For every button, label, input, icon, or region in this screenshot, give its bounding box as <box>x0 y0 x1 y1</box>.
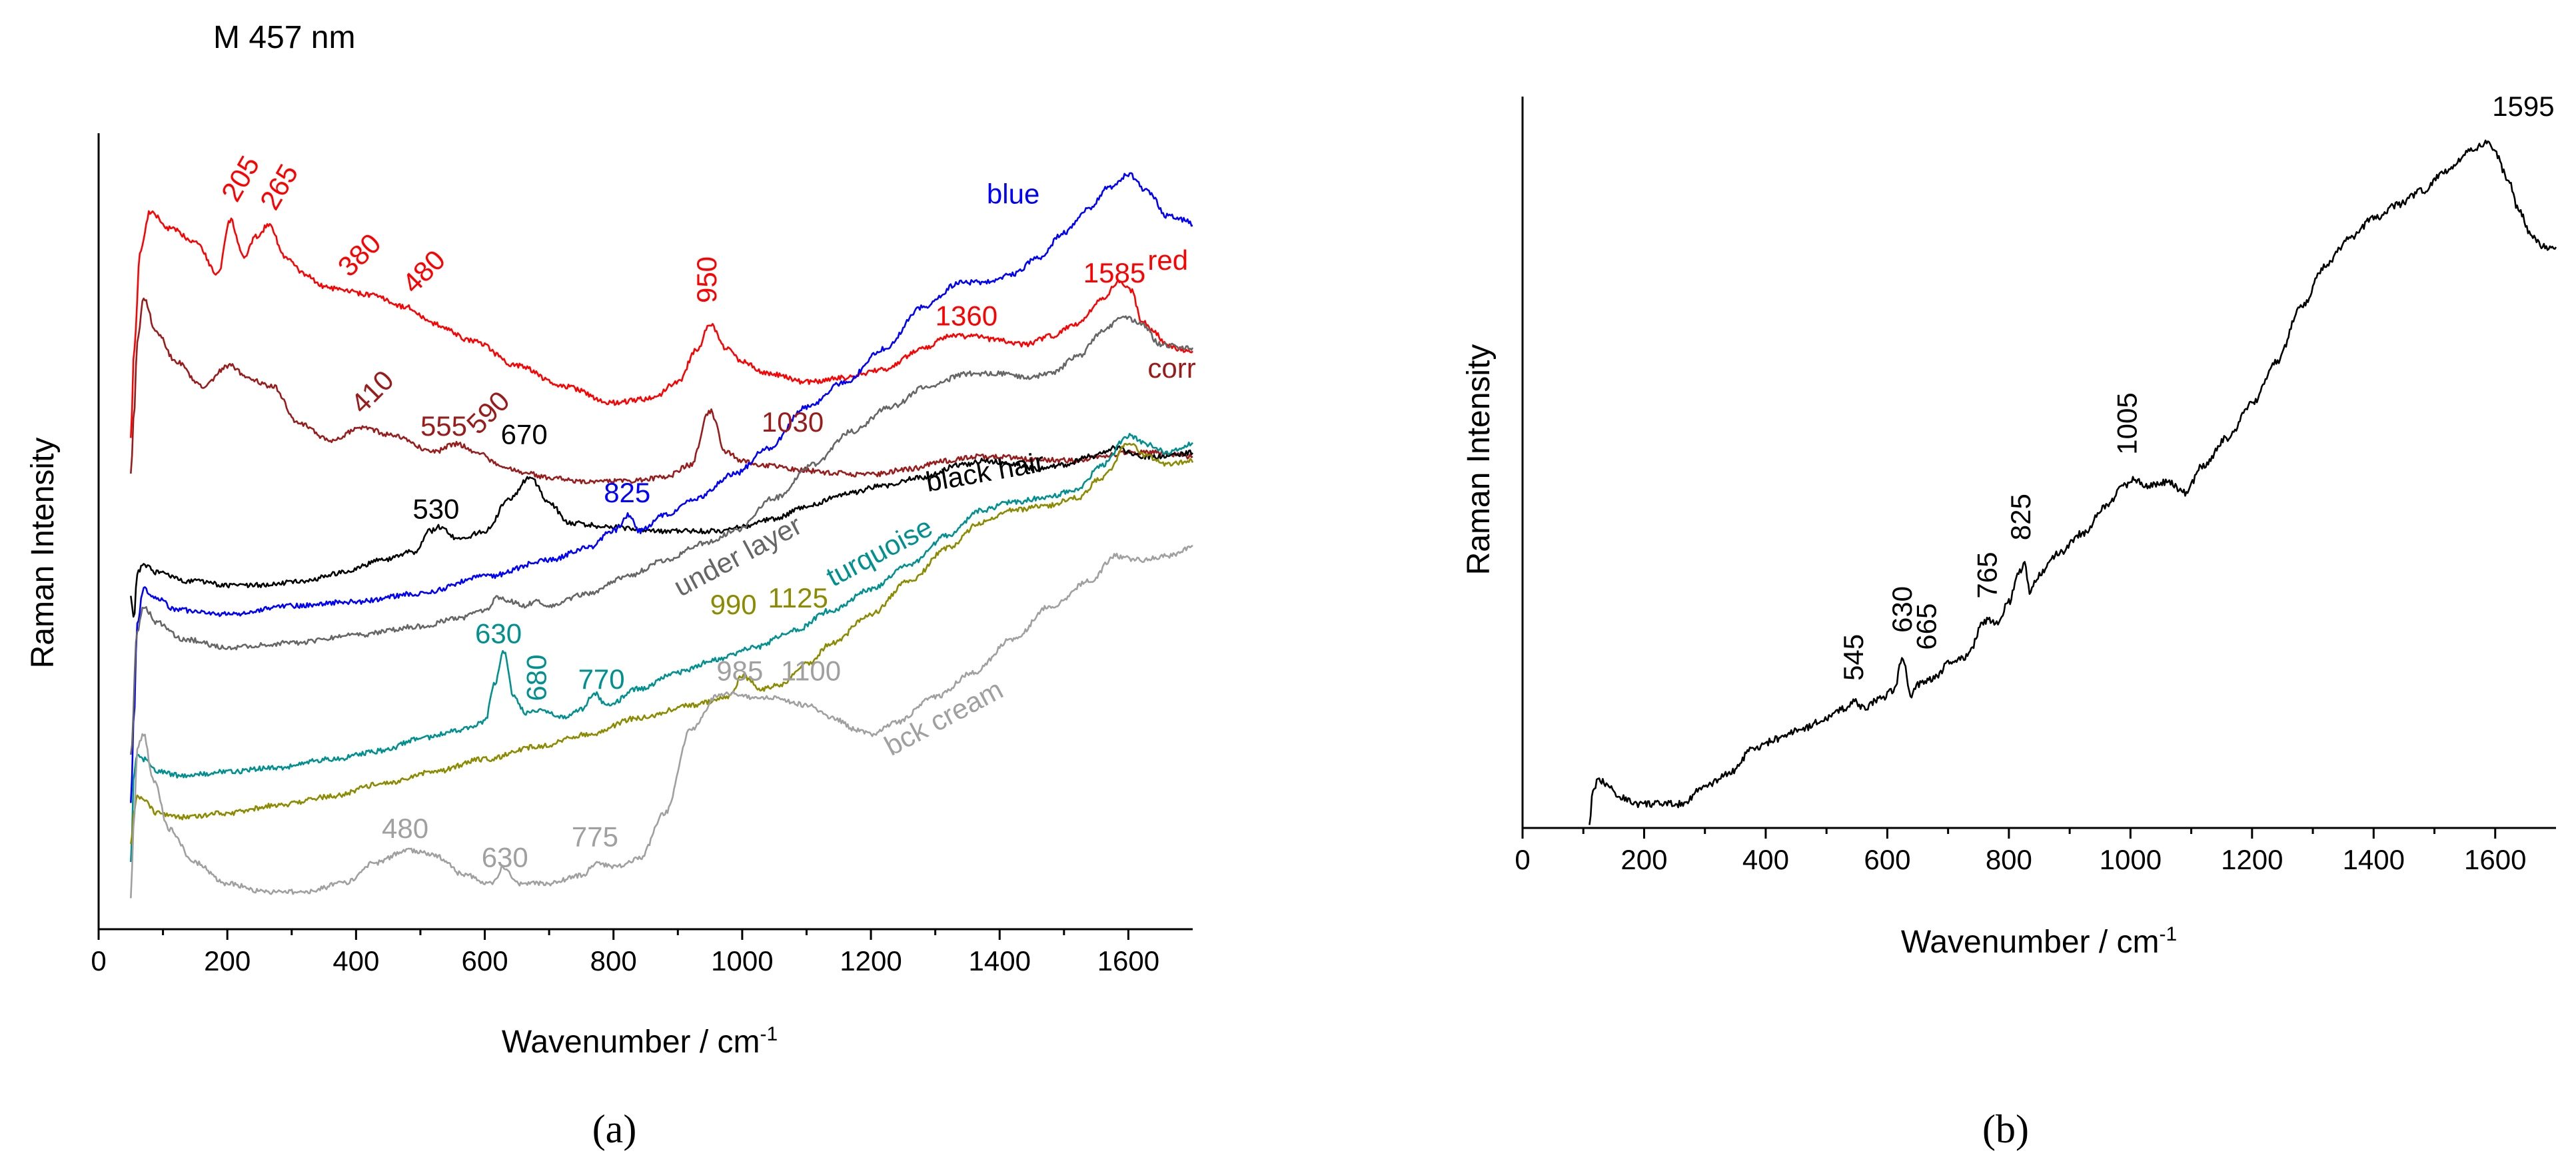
x-tick-label: 400 <box>1742 844 1789 875</box>
peak-label: 630 <box>482 842 528 873</box>
series-red <box>130 210 1193 438</box>
peak-label: 1100 <box>781 655 841 687</box>
x-tick-label: 1000 <box>711 945 773 977</box>
peak-label: 410 <box>344 364 400 420</box>
peak-label: 1585 <box>1083 257 1145 288</box>
peak-label: 1005 <box>2111 392 2142 454</box>
series-label: corr <box>1147 352 1195 384</box>
series-corr <box>130 297 1193 484</box>
peak-label: 665 <box>1910 603 1942 650</box>
panel-a-label: (a) <box>592 1107 637 1151</box>
panel-a-title: M 457 nm <box>213 20 355 55</box>
series-black-hair <box>130 445 1193 618</box>
peak-label: 825 <box>2005 494 2036 540</box>
peak-label: 1125 <box>768 582 828 613</box>
peak-label: 630 <box>1886 586 1918 633</box>
peak-label: 680 <box>520 655 552 701</box>
panel-b-ylabel: Raman Intensity <box>1461 344 1497 576</box>
x-tick-label: 1600 <box>1097 945 1159 977</box>
panel-b-label: (b) <box>1982 1107 2029 1151</box>
x-tick-label: 200 <box>204 945 251 977</box>
x-tick-label: 1400 <box>969 945 1031 977</box>
series-bck-cream <box>130 544 1193 899</box>
peak-label: 555 <box>420 410 467 442</box>
peak-label: 765 <box>1972 552 2003 599</box>
peak-label: 630 <box>475 617 522 649</box>
series-label: bck cream <box>880 673 1008 761</box>
peak-label: 1030 <box>762 406 824 438</box>
peak-label: 770 <box>578 663 625 695</box>
panel-a-xlabel: Wavenumber / cm-1 <box>502 1023 778 1060</box>
x-tick-label: 1600 <box>2464 844 2526 875</box>
peak-label: 670 <box>501 419 548 450</box>
series-blue <box>130 172 1193 803</box>
peak-label: 380 <box>332 227 387 282</box>
peak-label: 990 <box>710 589 757 620</box>
series-label: red <box>1147 244 1188 276</box>
x-tick-label: 200 <box>1620 844 1667 875</box>
peak-label: 530 <box>412 494 459 525</box>
series-label: turquoise <box>821 511 938 593</box>
peak-label: 1595 <box>2492 91 2554 122</box>
series-olive <box>130 442 1194 845</box>
x-tick-label: 0 <box>1515 844 1530 875</box>
series-spectrum <box>1589 139 2557 825</box>
panel-a: M 457 nm Raman Intensity 0 200 400 600 800 10… <box>25 20 1196 1151</box>
peak-label: 480 <box>396 244 451 299</box>
peak-label: 985 <box>716 655 763 687</box>
x-tick-label: 400 <box>332 945 379 977</box>
panel-b-xlabel: Wavenumber / cm-1 <box>1901 923 2177 960</box>
panel-b: Raman Intensity 0 200 400 600 800 1000 1200 140… <box>1461 91 2557 1151</box>
peak-label: 950 <box>691 256 722 303</box>
peak-label: 775 <box>572 821 618 853</box>
peak-label: 1360 <box>936 300 997 332</box>
x-tick-label: 1000 <box>2100 844 2162 875</box>
series-label: black hair <box>924 446 1047 498</box>
peak-label: 825 <box>604 477 650 508</box>
x-tick-label: 800 <box>1986 844 2032 875</box>
x-tick-label: 1200 <box>840 945 902 977</box>
x-tick-label: 600 <box>461 945 508 977</box>
panel-a-ylabel: Raman Intensity <box>25 438 61 669</box>
series-label: blue <box>987 179 1039 210</box>
series-turquoise <box>130 432 1193 863</box>
x-tick-label: 600 <box>1864 844 1910 875</box>
x-tick-label: 0 <box>91 945 106 977</box>
peak-label: 480 <box>382 813 428 844</box>
x-tick-label: 1400 <box>2343 844 2405 875</box>
series-under-layer <box>130 315 1194 755</box>
x-tick-label: 800 <box>590 945 637 977</box>
x-tick-label: 1200 <box>2221 844 2283 875</box>
peak-label: 545 <box>1838 634 1869 681</box>
